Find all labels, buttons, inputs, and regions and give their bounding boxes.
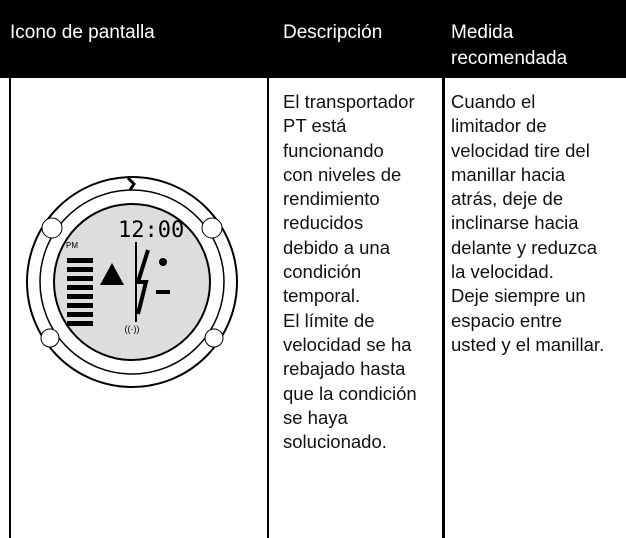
text-line: espacio entre	[451, 309, 563, 331]
text-line: que la condición	[283, 382, 417, 404]
text-line: reducidos	[283, 212, 364, 234]
text-line: Cuando el	[451, 91, 536, 112]
description: El transportador PT está funcionando con ni…	[283, 90, 417, 454]
text-line: PT está	[283, 115, 347, 137]
column-border	[267, 78, 269, 538]
text-line: atrás, deje de	[451, 188, 564, 210]
text-line: limitador de	[451, 115, 547, 137]
svg-text:((·)): ((·))	[125, 324, 140, 334]
text-line: solucionado.	[283, 431, 387, 453]
text-line: rebajado hasta	[283, 358, 406, 380]
clock-period: PM	[66, 241, 78, 250]
text-line: velocidad se ha	[283, 333, 412, 355]
text-line: velocidad tire del	[451, 139, 590, 161]
text-line: usted y el manillar.	[451, 333, 605, 355]
text-line: debido a una	[283, 236, 390, 258]
text-line: la velocidad.	[451, 261, 554, 283]
text-line: inclinarse hacia	[451, 212, 579, 234]
text-line: rendimiento	[283, 188, 380, 210]
recommendation: Cuando el limitador de velocidad tire del m…	[451, 90, 604, 357]
header-cell: Medida recomendada	[451, 22, 568, 69]
header-cell: Descripción	[283, 22, 383, 43]
column-border	[9, 78, 11, 538]
display-icon: 12:00 PM ((·))	[26, 176, 238, 388]
header-cell: Icono de pantalla	[10, 22, 155, 43]
text-line: se haya	[283, 406, 348, 428]
text-line: El límite de	[283, 309, 375, 331]
column-border	[442, 78, 445, 538]
text-line: con niveles de	[283, 163, 402, 185]
clock-time: 12:00	[118, 218, 184, 243]
header-row	[0, 0, 626, 78]
text-line: delante y reduzca	[451, 236, 598, 258]
text-line: condición	[283, 261, 362, 283]
text-line: temporal.	[283, 285, 361, 307]
text-line: Deje siempre un	[451, 285, 586, 307]
text-line: manillar hacia	[451, 163, 566, 185]
text-line: funcionando	[283, 139, 384, 161]
text-line: El transportador	[283, 91, 415, 112]
